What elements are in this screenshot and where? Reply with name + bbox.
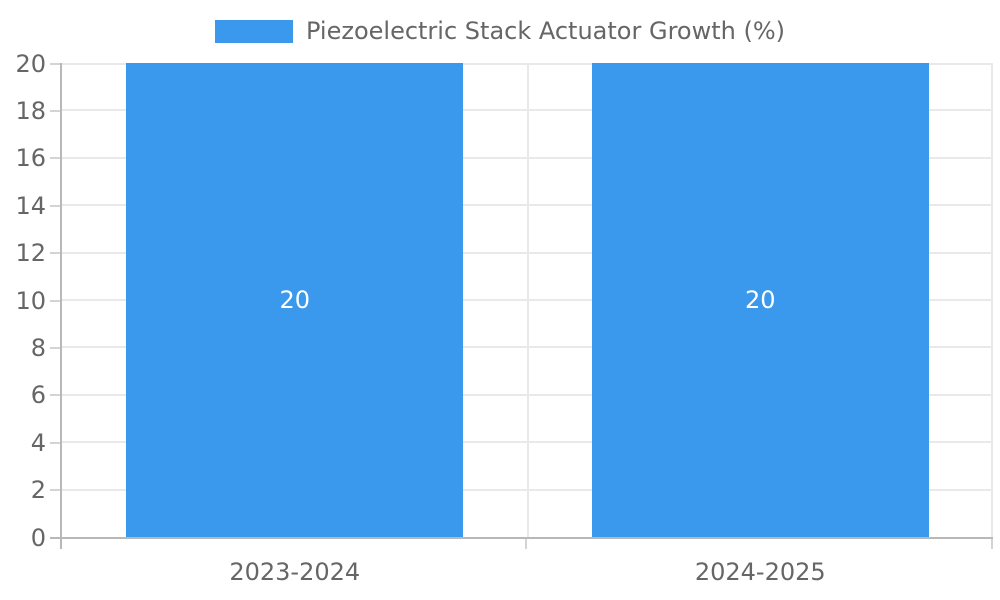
y-tick-label: 16 bbox=[15, 144, 46, 173]
y-tick-label: 20 bbox=[15, 49, 46, 78]
y-tick-label: 12 bbox=[15, 239, 46, 268]
y-tick-mark bbox=[50, 157, 60, 160]
y-tick-label: 10 bbox=[15, 286, 46, 315]
bar-value-label: 20 bbox=[744, 286, 776, 314]
y-tick-mark bbox=[50, 299, 60, 302]
legend-item[interactable]: Piezoelectric Stack Actuator Growth (%) bbox=[0, 17, 1000, 46]
y-tick-mark bbox=[50, 441, 60, 444]
bar[interactable]: 20 bbox=[126, 63, 464, 537]
y-tick-label: 14 bbox=[15, 191, 46, 220]
bar[interactable]: 20 bbox=[591, 63, 929, 537]
legend-label: Piezoelectric Stack Actuator Growth (%) bbox=[305, 17, 786, 45]
y-tick-mark bbox=[50, 204, 60, 207]
x-tick-label: 2023-2024 bbox=[229, 558, 361, 586]
bar-value-label: 20 bbox=[279, 286, 311, 314]
legend-swatch-icon bbox=[214, 20, 293, 44]
y-tick-mark bbox=[50, 109, 60, 112]
plot-area: 20 20 bbox=[60, 63, 993, 539]
vertical-gridline bbox=[526, 63, 529, 537]
y-tick-mark bbox=[50, 394, 60, 397]
x-tick-label: 2024-2025 bbox=[694, 558, 826, 586]
x-tick-mark bbox=[59, 539, 62, 549]
y-tick-label: 2 bbox=[30, 476, 46, 505]
y-tick-label: 18 bbox=[15, 96, 46, 125]
y-tick-label: 8 bbox=[30, 333, 46, 362]
y-tick-mark bbox=[50, 252, 60, 255]
y-tick-label: 6 bbox=[30, 381, 46, 410]
x-tick-mark bbox=[525, 539, 527, 549]
y-tick-label: 4 bbox=[30, 428, 46, 457]
y-tick-label: 0 bbox=[30, 523, 46, 552]
y-tick-mark bbox=[50, 536, 60, 539]
x-tick-mark bbox=[990, 539, 993, 549]
vertical-gridline bbox=[991, 63, 993, 537]
y-tick-mark bbox=[50, 489, 60, 492]
y-tick-mark bbox=[50, 346, 60, 349]
y-tick-mark bbox=[50, 62, 60, 65]
